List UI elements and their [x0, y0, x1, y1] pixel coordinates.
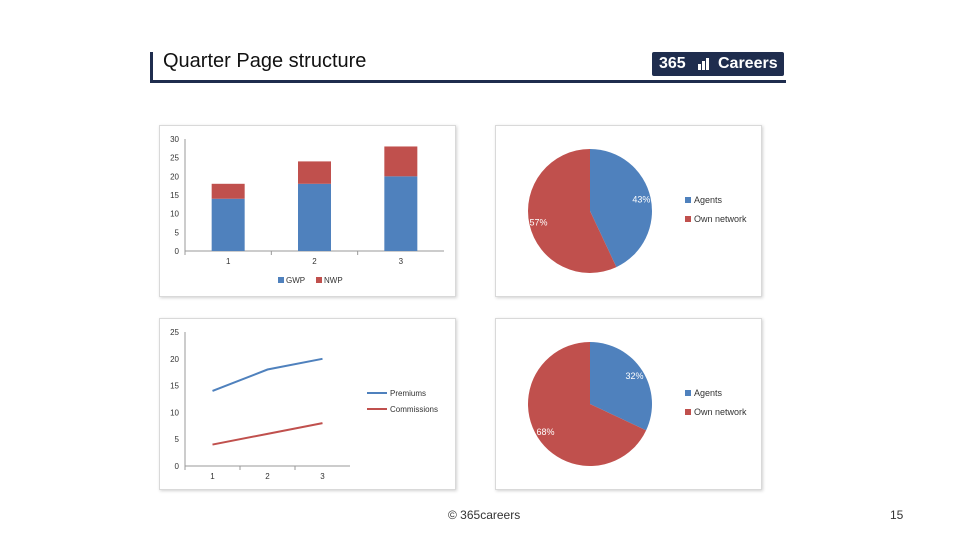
- x-tick-label: 3: [399, 257, 404, 266]
- logo-word: Careers: [718, 55, 778, 72]
- y-tick-label: 15: [170, 191, 179, 200]
- legend-label: Premiums: [390, 389, 426, 398]
- pie-data-label: 68%: [536, 427, 554, 437]
- legend-label: GWP: [286, 276, 305, 285]
- x-tick-label: 3: [320, 472, 325, 481]
- y-tick-label: 25: [170, 154, 179, 163]
- legend-label: Agents: [694, 388, 723, 398]
- x-tick-label: 2: [265, 472, 270, 481]
- brand-logo: 365 Careers: [652, 52, 784, 76]
- bar-chart-icon: [698, 58, 714, 70]
- legend-swatch: [278, 277, 284, 283]
- legend-label: NWP: [324, 276, 343, 285]
- line-chart: 0 5 10 15 20 25 1 2 3 Premiums Commissions: [170, 328, 438, 481]
- pie-chart-top: 43% 57% Agents Own network: [528, 149, 747, 273]
- y-tick-label: 5: [175, 435, 180, 444]
- stacked-bar-chart-panel: 0 5 10 15 20 25 30 1 2 3 GWP NWP: [159, 125, 456, 297]
- line-series-premiums: [212, 357, 323, 392]
- legend-swatch: [685, 216, 691, 222]
- bar-gwp: [298, 183, 331, 251]
- x-tick-label: 1: [210, 472, 215, 481]
- page-number: 15: [890, 508, 904, 522]
- x-tick-label: 2: [312, 257, 317, 266]
- legend-swatch: [685, 390, 691, 396]
- title-bar: Quarter Page structure: [150, 50, 786, 83]
- footer-copyright: © 365careers: [448, 508, 521, 522]
- y-tick-label: 20: [170, 172, 179, 181]
- line-series-commissions: [212, 422, 323, 446]
- bar-nwp: [384, 146, 418, 177]
- legend-label: Own network: [694, 214, 747, 224]
- stacked-bar-chart: 0 5 10 15 20 25 30 1 2 3 GWP NWP: [170, 135, 444, 285]
- pie-data-label: 57%: [530, 217, 548, 227]
- pie-data-label: 43%: [632, 195, 650, 205]
- y-tick-label: 0: [175, 247, 180, 256]
- logo-number: 365: [659, 55, 686, 72]
- y-tick-label: 20: [170, 355, 179, 364]
- pie-slice-agents: [590, 342, 652, 431]
- pie-slice-own-network: [528, 149, 617, 273]
- y-tick-label: 25: [170, 328, 179, 337]
- legend-label: Own network: [694, 407, 747, 417]
- slide-title: Quarter Page structure: [163, 50, 367, 72]
- bar-gwp: [384, 176, 418, 251]
- y-tick-label: 0: [175, 462, 180, 471]
- legend-label: Agents: [694, 195, 723, 205]
- line-chart-panel: 0 5 10 15 20 25 1 2 3 Premiums Commissions: [159, 318, 456, 490]
- y-tick-label: 10: [170, 408, 179, 417]
- y-tick-label: 10: [170, 210, 179, 219]
- pie-slice-agents: [590, 149, 652, 268]
- legend-swatch: [685, 409, 691, 415]
- x-tick-label: 1: [226, 257, 231, 266]
- legend-swatch: [316, 277, 322, 283]
- y-tick-label: 15: [170, 382, 179, 391]
- legend-swatch: [685, 197, 691, 203]
- bar-nwp: [211, 183, 245, 199]
- pie-chart-bottom: 32% 68% Agents Own network: [528, 342, 747, 466]
- pie-chart-top-panel: 43% 57% Agents Own network: [495, 125, 762, 297]
- bar-gwp: [211, 198, 245, 251]
- y-tick-label: 30: [170, 135, 179, 144]
- pie-slice-own-network: [528, 342, 647, 466]
- pie-chart-bottom-panel: 32% 68% Agents Own network: [495, 318, 762, 490]
- bar-nwp: [298, 161, 331, 184]
- pie-data-label: 32%: [625, 371, 643, 381]
- legend-label: Commissions: [390, 405, 438, 414]
- y-tick-label: 5: [175, 228, 180, 237]
